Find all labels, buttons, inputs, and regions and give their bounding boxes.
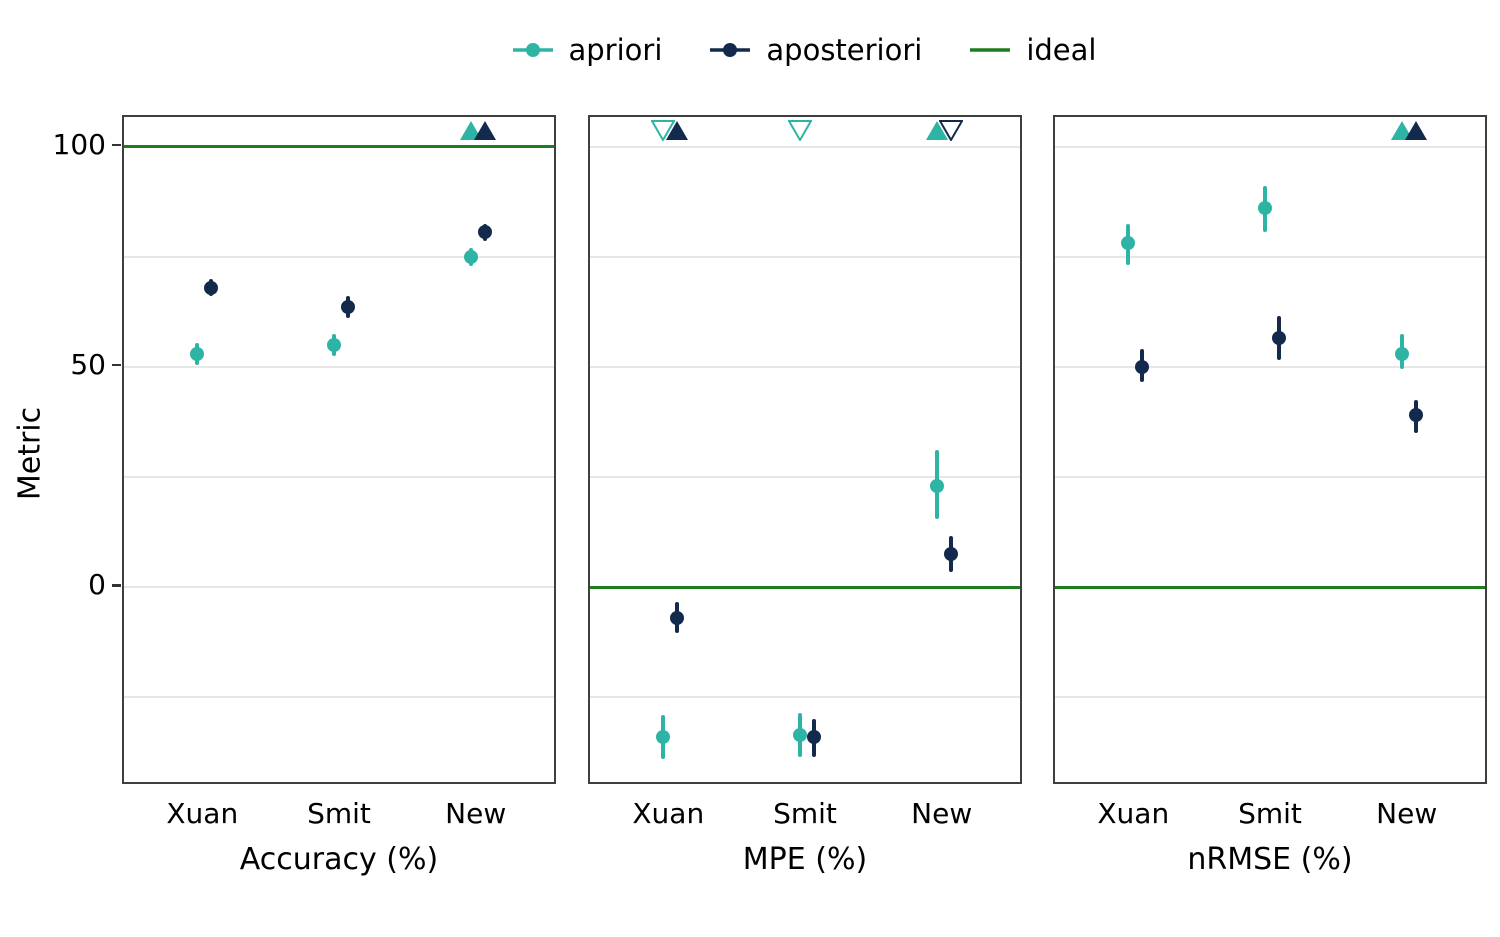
gridline-y-25 — [590, 696, 1020, 699]
gridline-y50 — [590, 365, 1020, 368]
facet-title-nrmse: nRMSE (%) — [1187, 842, 1353, 877]
gridline-y-25 — [124, 696, 554, 699]
panel-accuracy — [122, 115, 556, 784]
legend-key-apriori-icon — [512, 43, 553, 57]
data-point-aposteriori-smit — [1272, 331, 1286, 346]
gridline-y75 — [590, 255, 1020, 258]
x-tick-label-mpe-xuan: Xuan — [632, 797, 705, 830]
legend-item-ideal: ideal — [968, 32, 1097, 67]
gridline-y50 — [1055, 365, 1485, 368]
data-point-apriori-xuan — [1121, 236, 1136, 251]
data-point-aposteriori-new — [477, 225, 492, 240]
x-tick-label-nrmse-new: New — [1376, 797, 1438, 830]
x-tick-label-nrmse-smit: Smit — [1238, 797, 1302, 830]
data-point-apriori-smit — [793, 727, 807, 742]
legend-label-ideal: ideal — [1026, 32, 1097, 67]
y-tick-label-0: 0 — [88, 568, 106, 601]
data-point-apriori-new — [1394, 346, 1409, 361]
y-axis-title: Metric — [12, 406, 48, 501]
x-tick-label-accuracy-xuan: Xuan — [166, 797, 239, 830]
legend-label-apriori: apriori — [568, 32, 663, 67]
data-point-apriori-smit — [327, 337, 341, 352]
gridline-y75 — [1055, 255, 1485, 258]
data-point-aposteriori-new — [1408, 408, 1423, 423]
x-tick-label-mpe-smit: Smit — [773, 797, 837, 830]
gridline-y50 — [124, 365, 554, 368]
ideal-reference-line — [124, 145, 554, 149]
legend-item-apriori: apriori — [511, 32, 663, 67]
data-point-aposteriori-new — [943, 546, 958, 561]
triangle-up-filled-icon — [925, 121, 948, 140]
triangle-down-open-icon — [938, 120, 963, 141]
triangle-down-open-icon — [651, 120, 676, 141]
data-point-apriori-new — [463, 249, 478, 264]
facet-title-mpe: MPE (%) — [742, 842, 868, 877]
data-point-aposteriori-xuan — [204, 280, 219, 295]
ideal-reference-line — [590, 585, 1020, 589]
ideal-reference-line — [1055, 585, 1485, 589]
gridline-y25 — [124, 475, 554, 478]
x-tick-label-accuracy-smit: Smit — [307, 797, 371, 830]
data-point-aposteriori-xuan — [670, 610, 685, 625]
gridline-y100 — [590, 145, 1020, 148]
legend-label-aposteriori: aposteriori — [766, 32, 923, 67]
triangle-down-open-icon — [788, 120, 812, 141]
x-tick-label-nrmse-xuan: Xuan — [1097, 797, 1170, 830]
data-point-aposteriori-xuan — [1135, 359, 1150, 374]
gridline-y0 — [124, 586, 554, 588]
y-tick-mark-100 — [112, 143, 121, 147]
triangle-up-filled-icon — [459, 121, 482, 140]
y-tick-mark-0 — [112, 584, 121, 587]
data-point-apriori-xuan — [656, 729, 671, 744]
gridline-y100 — [1055, 145, 1485, 148]
gridline-y75 — [124, 255, 554, 258]
triangle-up-filled-icon — [666, 121, 689, 140]
legend-item-aposteriori: aposteriori — [708, 32, 923, 67]
triangle-up-filled-icon — [473, 121, 496, 140]
triangle-up-filled-icon — [1404, 121, 1427, 140]
gridline-y-25 — [1055, 696, 1485, 699]
panel-nrmse — [1053, 115, 1487, 784]
data-point-apriori-new — [929, 478, 944, 493]
chart-legend: apriori aposteriori ideal — [122, 24, 1485, 76]
y-tick-label-100: 100 — [52, 127, 106, 161]
legend-key-aposteriori-icon — [710, 43, 751, 57]
data-point-apriori-smit — [1258, 201, 1272, 216]
data-point-apriori-xuan — [190, 346, 205, 361]
y-tick-label-50: 50 — [70, 347, 106, 381]
facet-title-accuracy: Accuracy (%) — [239, 842, 439, 877]
legend-key-ideal-icon — [970, 48, 1011, 52]
data-point-aposteriori-smit — [341, 300, 355, 315]
x-tick-label-mpe-new: New — [911, 797, 973, 830]
panel-mpe — [588, 115, 1022, 784]
y-tick-mark-50 — [112, 363, 121, 367]
data-point-aposteriori-smit — [807, 729, 821, 744]
x-tick-label-accuracy-new: New — [445, 797, 507, 830]
triangle-up-filled-icon — [1390, 121, 1413, 140]
gridline-y25 — [590, 475, 1020, 478]
gridline-y25 — [1055, 475, 1485, 478]
